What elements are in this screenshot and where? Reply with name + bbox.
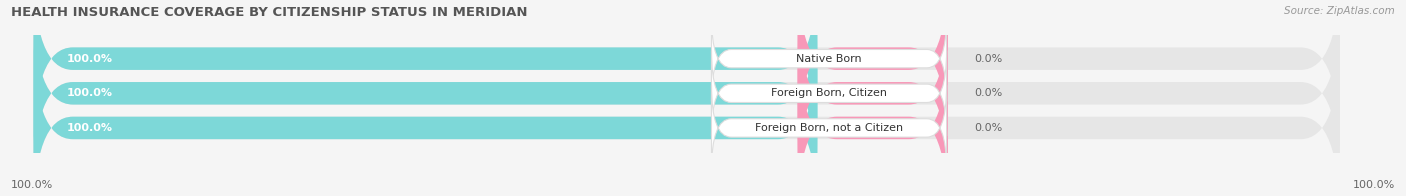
FancyBboxPatch shape [711,51,946,136]
Text: 100.0%: 100.0% [66,88,112,98]
Text: Foreign Born, Citizen: Foreign Born, Citizen [770,88,887,98]
FancyBboxPatch shape [34,0,817,151]
FancyBboxPatch shape [34,1,1340,186]
Text: 100.0%: 100.0% [1353,180,1395,190]
Text: 100.0%: 100.0% [66,54,112,64]
FancyBboxPatch shape [797,1,948,186]
Text: 0.0%: 0.0% [974,123,1002,133]
Text: Foreign Born, not a Citizen: Foreign Born, not a Citizen [755,123,903,133]
Text: 100.0%: 100.0% [66,123,112,133]
Text: Source: ZipAtlas.com: Source: ZipAtlas.com [1284,6,1395,16]
Text: HEALTH INSURANCE COVERAGE BY CITIZENSHIP STATUS IN MERIDIAN: HEALTH INSURANCE COVERAGE BY CITIZENSHIP… [11,6,527,19]
Text: 0.0%: 0.0% [974,88,1002,98]
FancyBboxPatch shape [34,0,1340,151]
Text: 100.0%: 100.0% [11,180,53,190]
Text: 0.0%: 0.0% [974,54,1002,64]
FancyBboxPatch shape [711,16,946,102]
FancyBboxPatch shape [797,0,948,151]
FancyBboxPatch shape [34,35,817,196]
FancyBboxPatch shape [34,35,1340,196]
FancyBboxPatch shape [711,85,946,171]
FancyBboxPatch shape [797,35,948,196]
Text: Native Born: Native Born [796,54,862,64]
FancyBboxPatch shape [34,1,817,186]
